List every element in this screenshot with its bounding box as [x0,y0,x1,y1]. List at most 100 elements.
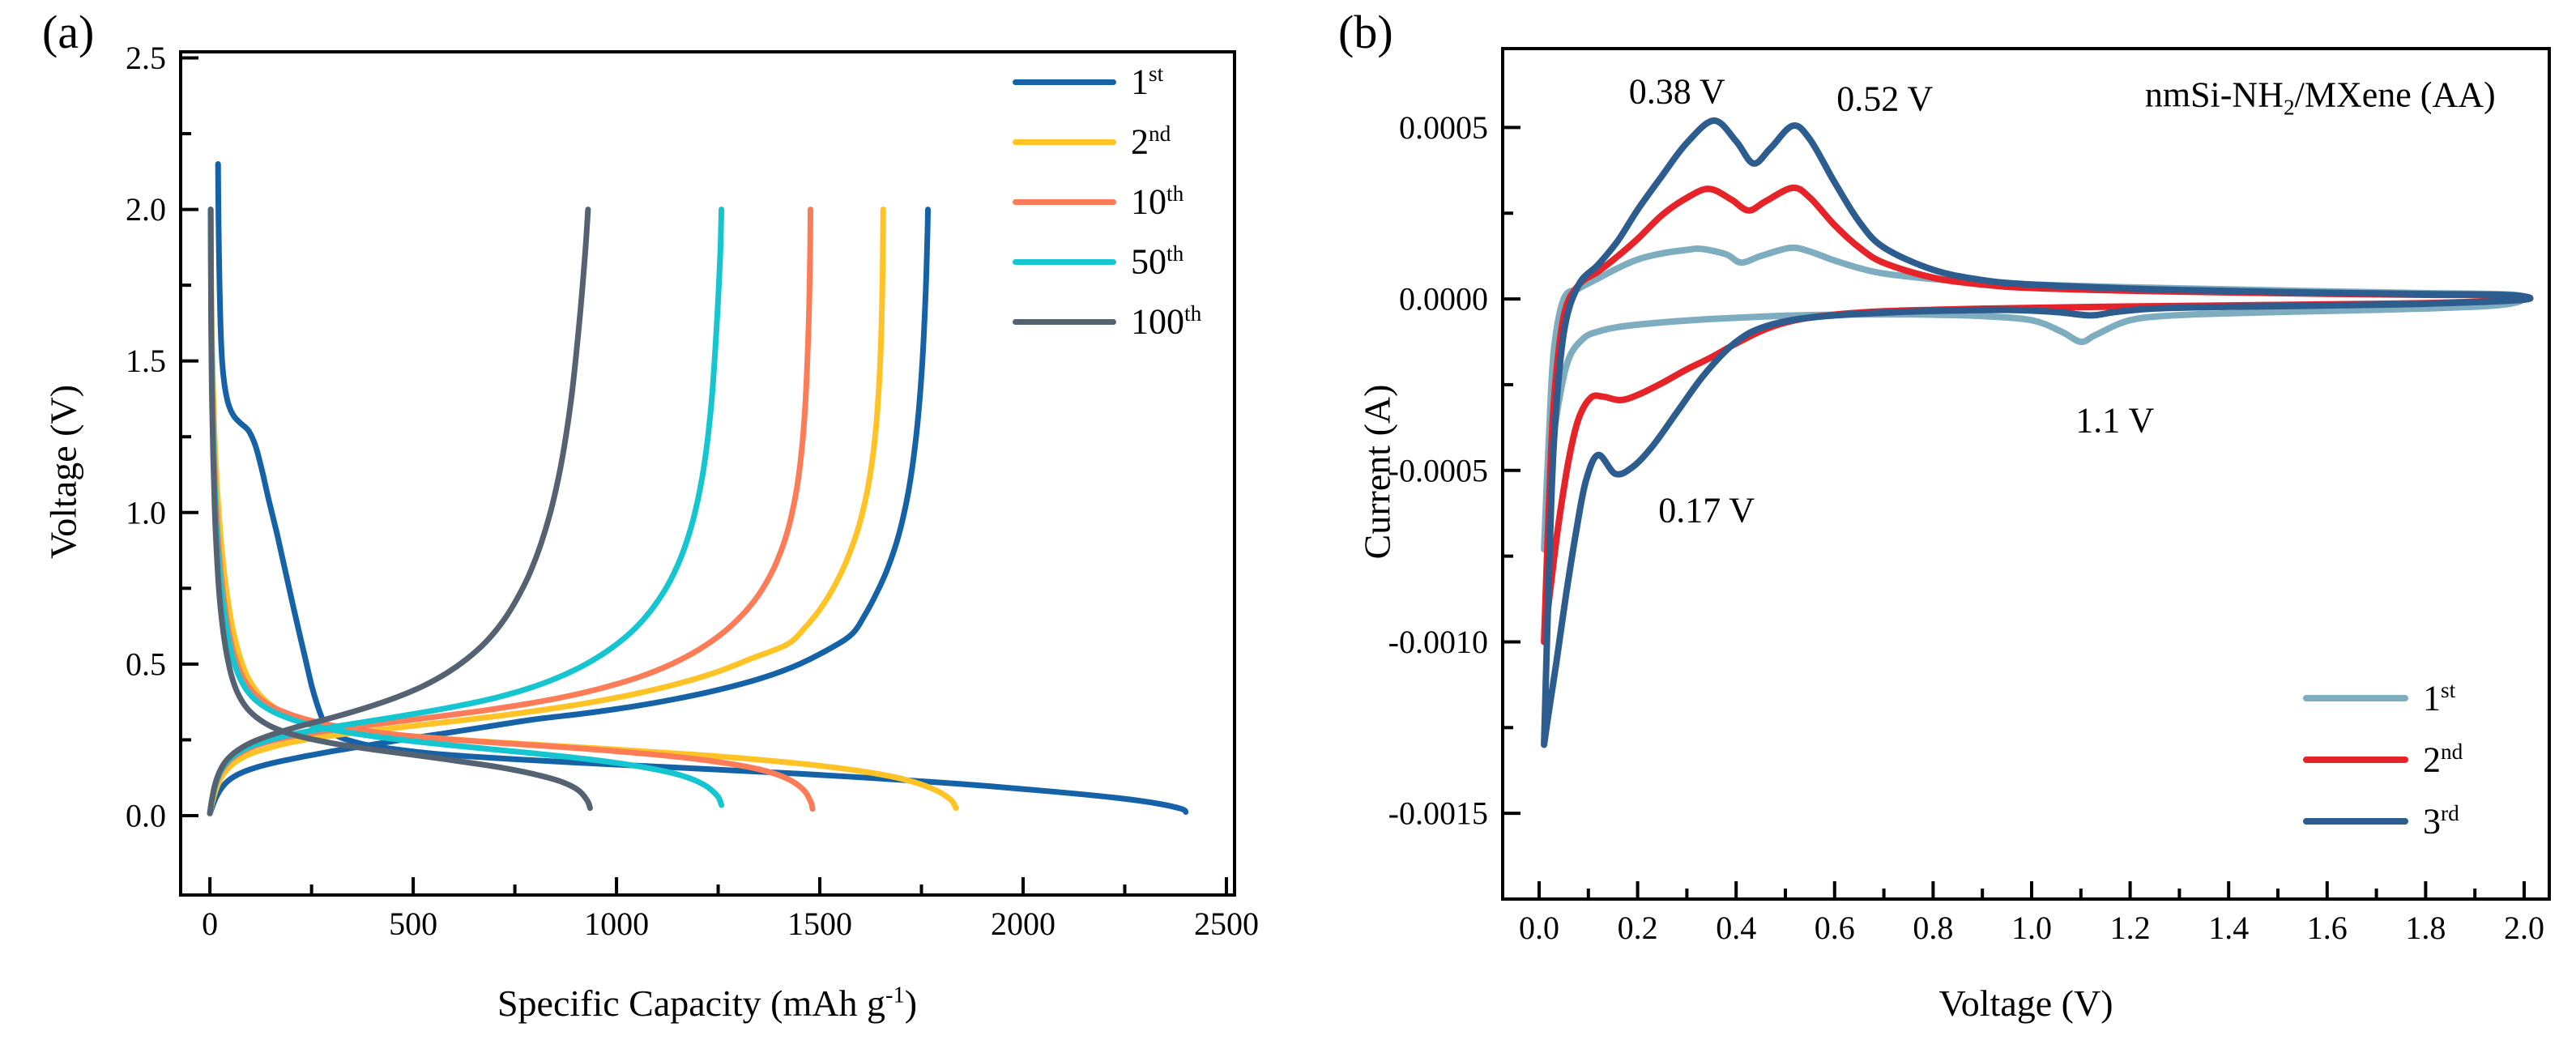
y-tick-label: -0.0015 [1388,795,1488,832]
legend-label-base: 100 [1131,301,1184,342]
legend-label: 1st [1131,63,1163,100]
x-tick-label: 1.8 [2405,910,2446,946]
y-tick-label: 0.0 [126,797,166,833]
y-tick-label: 0.0000 [1399,281,1488,318]
legend-label-base: 1 [2423,678,2441,718]
series-100th-charge [207,207,591,816]
x-tick-label: 1.0 [2011,910,2052,946]
legend-label-sup: th [1166,241,1184,266]
x-tick-label: 0.4 [1716,910,1756,946]
legend-item-cycle-2: 2nd [1013,112,1201,172]
series-3rd [1541,117,2534,748]
panel-b-letter: (b) [1338,6,1393,58]
legend-line-icon [1013,258,1116,265]
x-tick-label: 0.0 [1519,910,1559,946]
legend-item-cycle-50: 50th [1013,232,1201,292]
panel-b-title-sub: 2 [2283,95,2295,120]
legend-item-cycle-3: 3rd [2303,791,2463,852]
x-tick-label: 1500 [787,906,852,942]
legend-label-sup: th [1184,301,1202,326]
legend-label-base: 50 [1131,241,1166,282]
legend-label-sup: st [1149,62,1164,87]
y-tick-label: -0.0005 [1388,452,1488,488]
legend-label-base: 10 [1131,181,1166,222]
y-tick-label: 2.0 [126,191,166,228]
legend-label: 1st [2423,680,2455,717]
legend-label-base: 1 [1131,62,1149,102]
panel-a-plot: 0 500 1000 1500 2000 2500 0.0 0.5 1.0 1.5 2.0 2.5 [126,40,1259,942]
series-2nd [1541,184,2534,646]
x-tick-label: 1000 [584,906,649,942]
x-tick-label: 2000 [991,906,1056,942]
x-tick-label: 2500 [1194,906,1259,942]
panel-b-title-post: /MXene (AA) [2294,75,2496,115]
axes-border [1501,47,2551,901]
legend-label: 2nd [2423,741,2463,778]
panel-a-letter: (a) [42,6,95,58]
legend-label-sup: st [2441,678,2456,703]
x-tick-label: 0.2 [1618,910,1658,946]
legend-label-sup: th [1166,181,1184,207]
y-tick-label: 1.5 [126,343,166,379]
legend-line-icon [2303,695,2408,701]
legend-label: 100th [1131,303,1201,340]
x-tick-label: 500 [389,906,437,942]
panel-a-legend: 1st 2nd 10th 50th 100th [1013,52,1201,352]
legend-item-cycle-100: 100th [1013,292,1201,352]
legend-line-icon [1013,318,1116,325]
y-tick-label: 0.0005 [1399,109,1488,146]
panel-b-x-axis-title: Voltage (V) [1938,982,2113,1024]
legend-item-cycle-1: 1st [1013,52,1201,112]
legend-label-base: 2 [1131,121,1149,162]
panel-a-x-title-sup: -1 [885,982,905,1008]
x-tick-label: 1.6 [2307,910,2348,946]
annotation-peak-0-38V: 0.38 V [1628,71,1725,112]
x-tick-label: 0.6 [1815,910,1855,946]
series-100th-discharge [207,207,593,812]
panel-a-x-axis-title: Specific Capacity (mAh g-1) [221,982,1193,1025]
panel-b-y-axis-title: Current (A) [1356,384,1398,560]
panel-b-plot: 0.0 0.2 0.4 0.6 0.8 1.0 1.2 1.4 1.6 1.8 2.0 0.0005 0… [1388,47,2551,946]
legend-line-icon [2303,818,2408,825]
x-tick-label: 1.4 [2208,910,2249,946]
legend-line-icon [1013,79,1116,85]
panel-a-y-axis-title: Voltage (V) [42,384,84,560]
legend-label-sup: nd [2441,740,2463,765]
legend-item-cycle-2: 2nd [2303,729,2463,791]
legend-label: 2nd [1131,123,1171,160]
legend-label: 10th [1131,183,1184,220]
legend-label-base: 3 [2423,801,2441,842]
series-1st-charge [207,207,931,817]
y-tick-label: 0.5 [126,646,166,682]
legend-item-cycle-10: 10th [1013,172,1201,232]
series-2nd-charge [207,207,886,817]
legend-line-icon [2303,757,2408,763]
legend-line-icon [1013,198,1116,205]
axes-border [179,50,1236,897]
x-tick-label: 1.2 [2110,910,2151,946]
legend-label: 50th [1131,243,1184,280]
legend-label-sup: nd [1149,121,1171,147]
series-10th-discharge [207,207,816,812]
x-tick-label: 2.0 [2504,910,2544,946]
y-tick-label: 2.5 [126,40,166,76]
legend-line-icon [1013,139,1116,145]
y-tick-label: -0.0010 [1388,624,1488,660]
annotation-peak-0-52V: 0.52 V [1836,79,1934,119]
panel-a-x-title-post: ) [904,982,918,1024]
legend-label-base: 2 [2423,740,2441,780]
legend-label-sup: rd [2441,801,2459,826]
y-tick-label: 1.0 [126,494,166,531]
panel-b-sample-title: nmSi-NH2/MXene (AA) [2145,75,2496,121]
legend-label: 3rd [2423,803,2459,840]
panel-b-legend: 1st 2nd 3rd [2303,667,2463,852]
panel-a-x-title-pre: Specific Capacity (mAh g [497,982,885,1024]
annotation-peak-0-17V: 0.17 V [1658,490,1755,531]
annotation-peak-1-1V: 1.1 V [2075,400,2155,441]
legend-item-cycle-1: 1st [2303,667,2463,729]
x-tick-label: 0 [202,906,218,942]
panel-b-title-pre: nmSi-NH [2144,75,2284,115]
x-tick-label: 0.8 [1913,910,1953,946]
